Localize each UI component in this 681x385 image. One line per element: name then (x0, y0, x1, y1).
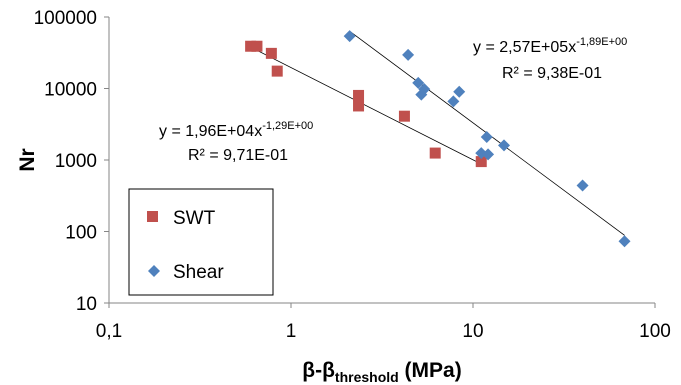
legend: SWT Shear (128, 188, 274, 296)
y-tick-label: 1000 (55, 151, 97, 172)
shear-data-point (447, 95, 460, 108)
shear-data-point (343, 30, 356, 43)
swt-equation-label: y = 1,96E+04x-1,29E+00 R² = 9,71E-01 (159, 120, 313, 164)
shear-equation-text: y = 2,57E+05x (473, 39, 576, 56)
x-tick-label: 10 (462, 321, 483, 342)
x-axis-title-unit: (MPa) (399, 359, 462, 382)
axis-ticks: 0,1 1 10 100 10 100 1000 10000 100000 (34, 8, 671, 342)
legend-shear-marker (148, 265, 160, 277)
y-tick-label: 10000 (44, 80, 97, 101)
swt-data-point (353, 89, 365, 101)
swt-equation-exponent: -1,29E+00 (262, 120, 313, 132)
shear-r2-text: R² = 9,38E-01 (502, 65, 602, 82)
trendlines (250, 30, 625, 236)
legend-swt-label: SWT (173, 208, 216, 229)
svg-text:y = 1,96E+04x-1,29E+00: y = 1,96E+04x-1,29E+00 (159, 120, 313, 140)
swt-data-point (251, 40, 263, 52)
y-tick-label: 100 (65, 223, 97, 244)
shear-data-point (418, 83, 431, 96)
legend-swt-marker (147, 211, 158, 222)
swt-trendline (250, 46, 482, 165)
x-tick-label: 1 (286, 321, 297, 342)
x-tick-label: 0,1 (96, 321, 122, 342)
shear-data-point (618, 235, 631, 248)
shear-data-point (480, 130, 493, 143)
swt-data-point (265, 47, 277, 59)
swt-data-point (398, 110, 410, 122)
svg-text:y = 2,57E+05x-1,89E+00: y = 2,57E+05x-1,89E+00 (473, 36, 627, 56)
shear-data-point (402, 48, 415, 61)
x-axis-title-subscript: threshold (335, 369, 399, 385)
shear-data-point (453, 85, 466, 98)
y-axis-title: Nr (16, 148, 39, 171)
x-axis-title-main: β-β (302, 359, 335, 382)
swt-data-point (475, 156, 487, 168)
x-axis-title: β-βthreshold (MPa) (302, 359, 461, 385)
swt-data-point (353, 100, 365, 112)
shear-data-point (412, 76, 425, 89)
shear-data-point (482, 148, 495, 161)
x-tick-label: 100 (639, 321, 671, 342)
y-tick-label: 10 (76, 294, 97, 315)
legend-box (128, 188, 274, 296)
swt-data-point (245, 40, 257, 52)
shear-data-point (576, 179, 589, 192)
data-points (245, 30, 631, 248)
shear-equation-exponent: -1,89E+00 (576, 36, 627, 48)
swt-data-point (271, 65, 283, 77)
shear-data-point (497, 139, 510, 152)
swt-r2-text: R² = 9,71E-01 (188, 147, 288, 164)
swt-equation-text: y = 1,96E+04x (159, 123, 262, 140)
y-tick-label: 100000 (34, 8, 97, 29)
swt-data-point (429, 147, 441, 159)
legend-shear-label: Shear (173, 262, 224, 283)
shear-equation-label: y = 2,57E+05x-1,89E+00 R² = 9,38E-01 (473, 36, 627, 82)
